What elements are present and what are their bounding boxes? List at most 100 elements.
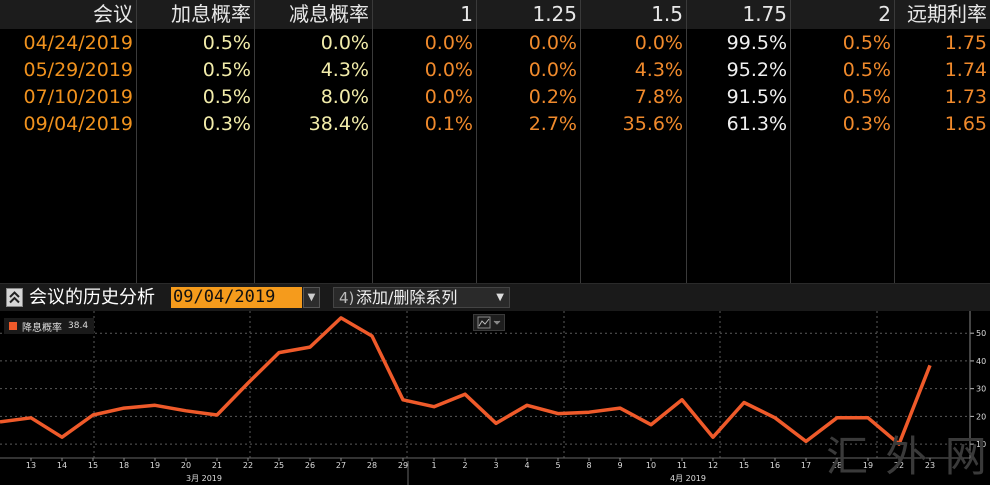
history-analysis-title: 会议的历史分析: [29, 287, 155, 308]
x-tick-label: 21: [212, 461, 222, 470]
header-rate-1-75[interactable]: 1.75: [742, 2, 787, 26]
meeting-date-cell: 05/29/2019: [23, 59, 133, 81]
table-cell: 0.3%: [842, 113, 891, 135]
table-cell: 0.5%: [842, 59, 891, 81]
table-cell: 0.0%: [320, 32, 369, 54]
add-remove-series-dropdown[interactable]: 4) 添加/删除系列 ▼: [333, 287, 510, 308]
table-cell: 1.73: [944, 86, 987, 108]
line-chart-icon: [477, 316, 501, 329]
header-rate-1-25[interactable]: 1.25: [532, 2, 577, 26]
header-rate-1[interactable]: 1: [460, 2, 473, 26]
table-cell: 0.2%: [528, 86, 577, 108]
history-analysis-toolbar: 会议的历史分析 09/04/2019 ▼ 4) 添加/删除系列 ▼: [0, 283, 990, 312]
table-cell: 0.0%: [424, 59, 473, 81]
table-cell: 0.1%: [424, 113, 473, 135]
meeting-date-cell: 07/10/2019: [23, 86, 133, 108]
table-cell: 0.5%: [202, 86, 251, 108]
x-tick-label: 19: [150, 461, 160, 470]
x-tick-label: 19: [863, 461, 873, 470]
table-cell: 7.8%: [634, 86, 683, 108]
x-tick-label: 22: [243, 461, 253, 470]
legend-series-name: 降息概率: [22, 322, 62, 334]
meeting-date-cell: 09/04/2019: [23, 113, 133, 135]
table-cell: 38.4%: [308, 113, 369, 135]
x-tick-label: 14: [57, 461, 67, 470]
column-divider: [894, 0, 895, 283]
y-tick-label: 20: [976, 412, 986, 421]
legend-series-value: 38.4: [68, 321, 89, 331]
column-divider: [372, 0, 373, 283]
x-tick-label: 29: [398, 461, 408, 470]
x-tick-label: 10: [646, 461, 656, 470]
header-rate-2[interactable]: 2: [878, 2, 891, 26]
legend-swatch: [9, 322, 17, 330]
header-rate-1-5[interactable]: 1.5: [651, 2, 683, 26]
chart-legend: 降息概率 38.4: [4, 318, 95, 334]
meeting-probability-table: 04/24/2019 0.5% 0.0% 0.0% 0.0% 0.0% 99.5% 0.5% 1…: [0, 0, 990, 283]
x-tick-label: 20: [181, 461, 191, 470]
table-cell: 0.5%: [202, 32, 251, 54]
x-tick-label: 15: [739, 461, 749, 470]
x-tick-label: 18: [119, 461, 129, 470]
x-tick-label: 3: [493, 461, 498, 470]
column-divider: [580, 0, 581, 283]
x-tick-label: 23: [925, 461, 935, 470]
table-cell: 0.5%: [202, 59, 251, 81]
date-dropdown-arrow-icon[interactable]: ▼: [303, 287, 320, 308]
meeting-date-cell: 04/24/2019: [23, 32, 133, 54]
x-tick-label: 18: [832, 461, 842, 470]
x-tick-label: 5: [555, 461, 560, 470]
y-tick-label: 10: [976, 440, 986, 449]
x-month-label: 4月 2019: [670, 474, 706, 483]
table-cell: 0.0%: [528, 32, 577, 54]
x-tick-label: 2: [462, 461, 467, 470]
chevron-down-icon: ▼: [496, 292, 504, 303]
x-month-label: 3月 2019: [186, 474, 222, 483]
table-cell: 35.6%: [622, 113, 683, 135]
rate-cut-probability-chart: 10 20 30 40 50 13 14 15 18 19 20 21 22 25 26 27 28 29 1 2 3 4…: [0, 311, 990, 485]
column-divider: [254, 0, 255, 283]
table-cell: 2.7%: [528, 113, 577, 135]
x-tick-label: 13: [26, 461, 36, 470]
x-tick-label: 15: [88, 461, 98, 470]
table-cell: 0.0%: [528, 59, 577, 81]
table-cell: 61.3%: [726, 113, 787, 135]
x-tick-label: 27: [336, 461, 346, 470]
column-divider: [476, 0, 477, 283]
collapse-double-chevron-icon[interactable]: [6, 288, 23, 307]
x-tick-label: 4: [524, 461, 529, 470]
chart-type-selector[interactable]: [473, 314, 505, 331]
table-cell: 1.75: [944, 32, 987, 54]
table-cell: 4.3%: [320, 59, 369, 81]
header-cut-prob[interactable]: 减息概率: [289, 2, 369, 26]
series-line-cut-probability: [0, 316, 932, 446]
header-meeting[interactable]: 会议: [93, 2, 133, 26]
y-tick-label: 30: [976, 385, 986, 394]
table-cell: 99.5%: [726, 32, 787, 54]
table-cell: 8.0%: [320, 86, 369, 108]
table-cell: 91.5%: [726, 86, 787, 108]
table-cell: 1.65: [944, 113, 987, 135]
column-divider: [790, 0, 791, 283]
table-cell: 0.3%: [202, 113, 251, 135]
table-cell: 0.0%: [424, 32, 473, 54]
table-cell: 1.74: [944, 59, 987, 81]
header-hike-prob[interactable]: 加息概率: [171, 2, 251, 26]
x-tick-label: 17: [801, 461, 811, 470]
table-header-row: [0, 0, 990, 29]
header-forward-rate[interactable]: 远期利率: [907, 2, 987, 26]
x-tick-label: 1: [431, 461, 436, 470]
column-divider: [136, 0, 137, 283]
x-tick-label: 28: [367, 461, 377, 470]
x-tick-label: 26: [305, 461, 315, 470]
x-tick-label: 25: [274, 461, 284, 470]
table-cell: 4.3%: [634, 59, 683, 81]
table-cell: 0.0%: [634, 32, 683, 54]
table-cell: 0.5%: [842, 86, 891, 108]
table-cell: 0.5%: [842, 32, 891, 54]
meeting-date-input[interactable]: 09/04/2019: [171, 287, 302, 308]
x-tick-label: 9: [617, 461, 622, 470]
column-divider: [686, 0, 687, 283]
x-tick-label: 8: [586, 461, 591, 470]
